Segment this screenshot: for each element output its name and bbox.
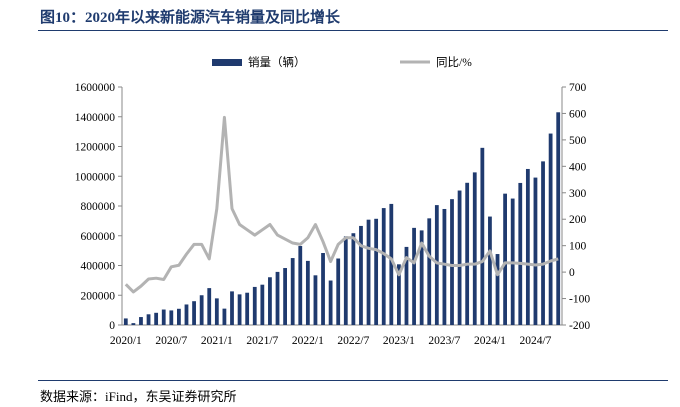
bar — [123, 318, 128, 325]
bar — [457, 190, 462, 325]
left-tick-label: 1600000 — [75, 82, 116, 94]
bar — [161, 309, 166, 325]
yoy-line — [124, 115, 559, 294]
x-tick-label: 2022/7 — [337, 335, 369, 347]
bar — [131, 323, 136, 325]
source-divider — [38, 380, 668, 381]
title-divider — [38, 30, 668, 31]
right-tick-label: 100 — [569, 241, 587, 253]
bar — [389, 203, 394, 325]
bar — [381, 208, 386, 325]
right-tick-label: 700 — [569, 82, 587, 94]
left-tick-label: 0 — [109, 320, 115, 332]
bar — [192, 301, 196, 325]
left-tick-label: 1400000 — [75, 112, 116, 124]
bar — [488, 216, 492, 325]
bar — [321, 253, 325, 325]
bar — [434, 205, 439, 325]
right-tick-label: 300 — [569, 188, 587, 200]
bar — [397, 264, 401, 325]
left-tick-label: 600000 — [81, 231, 116, 243]
right-tick-label: 400 — [569, 161, 587, 173]
bar — [237, 294, 242, 325]
bar — [169, 310, 174, 325]
bar — [472, 172, 477, 325]
bar — [366, 219, 371, 325]
bar — [495, 254, 500, 325]
bar — [518, 182, 523, 325]
left-tick-label: 1200000 — [75, 142, 116, 154]
bar — [260, 284, 265, 325]
bar — [283, 268, 287, 325]
bar — [503, 193, 507, 325]
right-tick-label: 200 — [569, 214, 587, 226]
bar — [245, 292, 250, 325]
x-tick-label: 2024/1 — [474, 335, 506, 347]
x-tick-label: 2021/7 — [246, 335, 278, 347]
right-tick-label: -200 — [569, 320, 590, 332]
bar — [541, 161, 545, 325]
bar — [207, 288, 212, 325]
bar — [374, 218, 379, 325]
bar — [442, 208, 447, 325]
bar — [450, 199, 454, 325]
left-tick-label: 400000 — [81, 261, 116, 273]
bar — [268, 277, 272, 325]
bar — [313, 275, 318, 325]
bar — [184, 304, 189, 325]
bar — [275, 271, 280, 325]
bar — [404, 246, 409, 325]
bar — [230, 291, 234, 325]
chart-title: 图10：2020年以来新能源汽车销量及同比增长 — [40, 10, 341, 26]
bar — [548, 133, 553, 325]
right-tick-label: 500 — [569, 135, 587, 147]
bar — [427, 218, 432, 325]
bar — [154, 312, 159, 325]
bar — [336, 258, 341, 325]
bar — [343, 236, 348, 325]
right-tick-label: 0 — [569, 267, 575, 279]
bar — [177, 308, 181, 325]
legend-line-label: 同比/% — [436, 56, 472, 69]
bar — [525, 168, 530, 325]
bar — [214, 298, 219, 325]
bar — [556, 112, 561, 325]
bar — [252, 286, 257, 325]
bar — [222, 308, 227, 325]
bar — [199, 295, 204, 325]
left-tick-label: 1000000 — [75, 171, 116, 183]
x-tick-label: 2020/7 — [155, 335, 187, 347]
bar — [328, 280, 333, 325]
bar — [146, 314, 151, 325]
bar — [298, 246, 303, 325]
x-tick-label: 2023/7 — [428, 335, 460, 347]
x-tick-label: 2020/1 — [110, 335, 142, 347]
bar — [480, 147, 485, 325]
bar — [290, 258, 295, 325]
x-tick-label: 2021/1 — [201, 335, 233, 347]
bar — [465, 182, 470, 325]
x-tick-label: 2023/1 — [383, 335, 415, 347]
legend-bar-swatch — [212, 59, 242, 66]
bar — [412, 227, 416, 325]
left-tick-label: 200000 — [81, 290, 116, 302]
bar — [139, 317, 143, 325]
bar — [305, 260, 310, 325]
right-tick-label: 600 — [569, 108, 587, 120]
bar — [351, 233, 356, 325]
source-note: 数据来源：iFind，东吴证券研究所 — [40, 389, 237, 404]
bar — [419, 230, 424, 325]
right-tick-label: -100 — [569, 294, 590, 306]
left-tick-label: 800000 — [81, 201, 116, 213]
legend-bar-label: 销量（辆） — [248, 55, 306, 69]
bar — [533, 177, 538, 325]
bar — [359, 225, 363, 325]
x-tick-label: 2024/7 — [519, 335, 551, 347]
x-tick-label: 2022/1 — [292, 335, 324, 347]
